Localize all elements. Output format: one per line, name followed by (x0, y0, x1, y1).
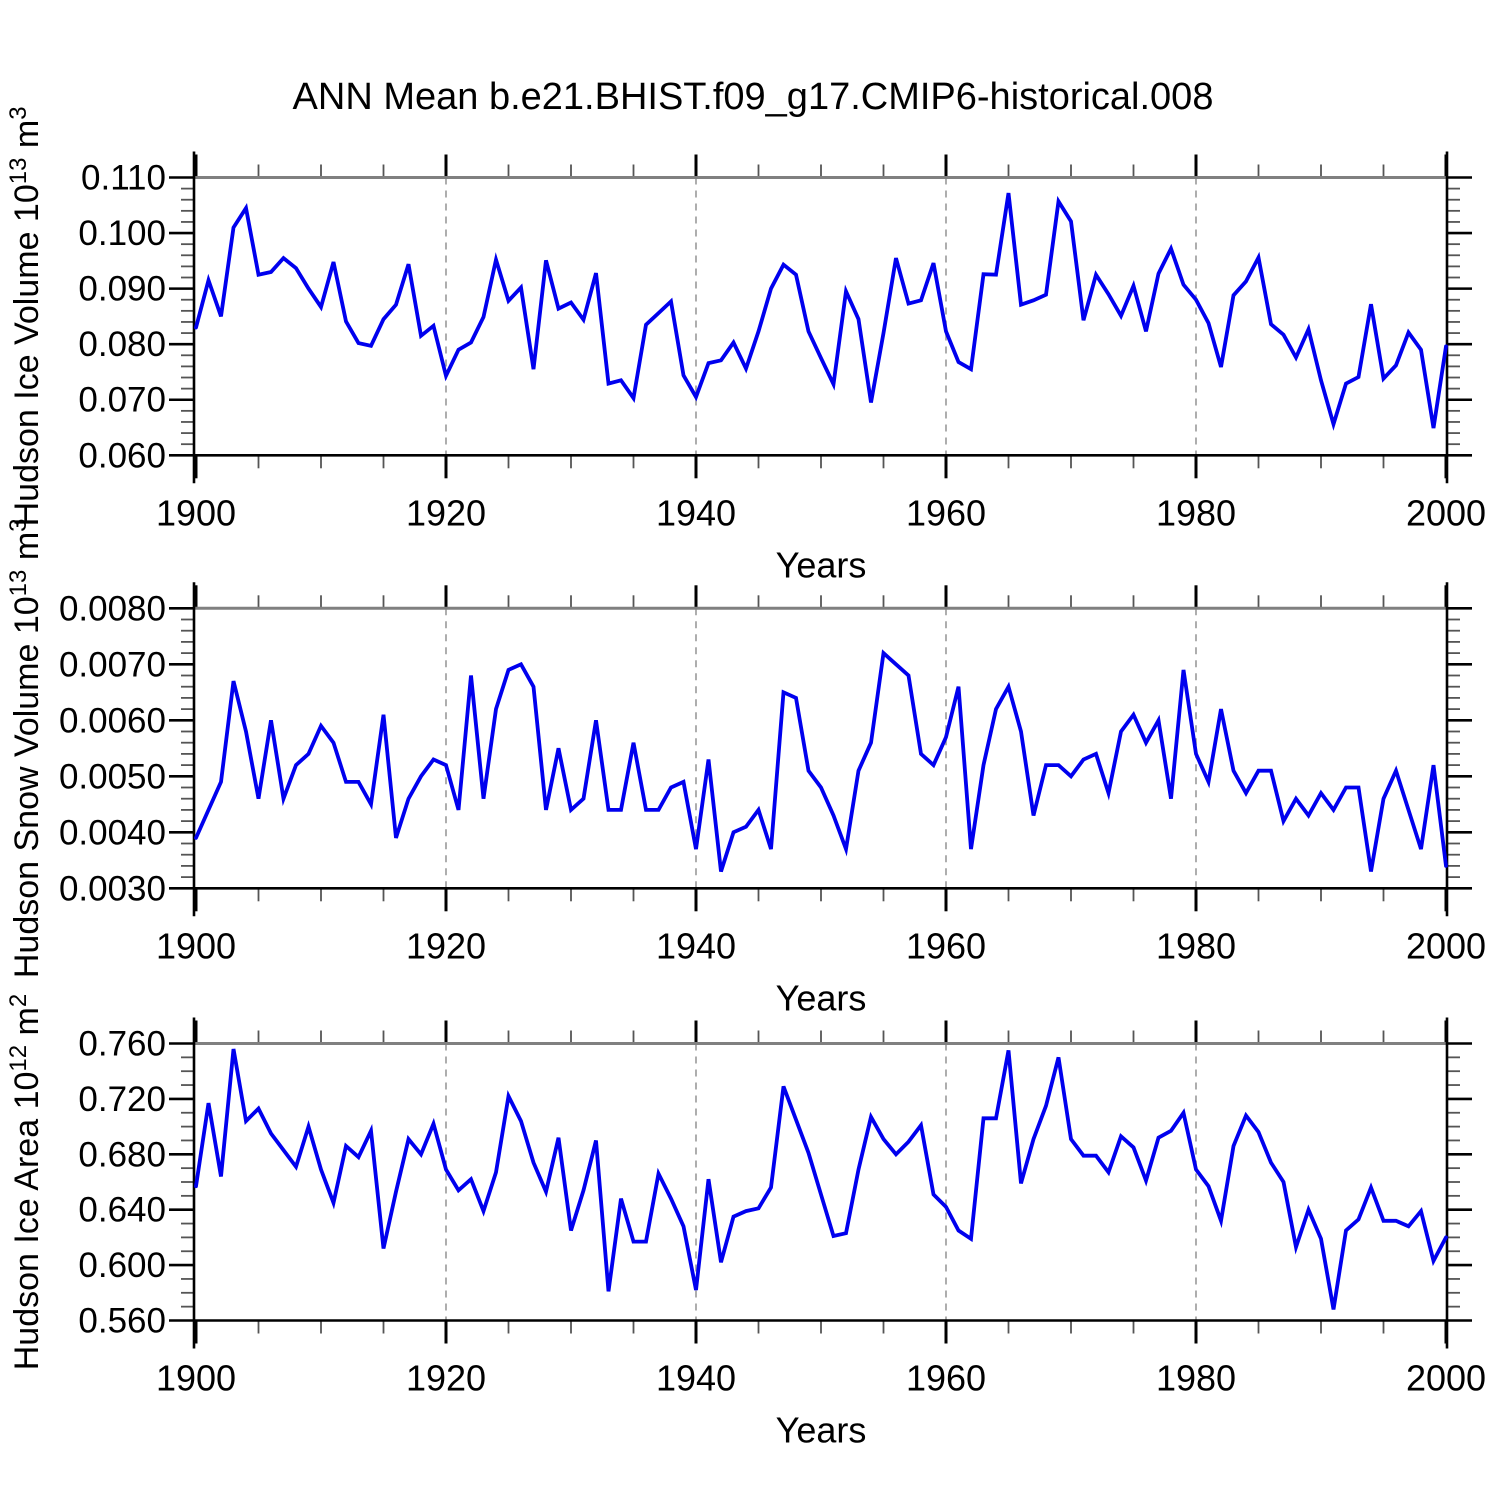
svg-text:1920: 1920 (406, 492, 486, 533)
svg-text:0.0080: 0.0080 (59, 589, 166, 628)
svg-text:2000: 2000 (1406, 1358, 1486, 1399)
chart-title: ANN Mean b.e21.BHIST.f09_g17.CMIP6-histo… (292, 76, 1214, 118)
svg-text:1960: 1960 (906, 925, 986, 966)
svg-text:1980: 1980 (1156, 1358, 1236, 1399)
svg-text:1980: 1980 (1156, 925, 1236, 966)
svg-text:1900: 1900 (156, 492, 236, 533)
chart-0: 0.060 0.070 0.080 0.090 0.100 0.110 1900 1920 19… (5, 106, 1486, 585)
svg-text:Years: Years (776, 544, 867, 585)
svg-text:0.0070: 0.0070 (59, 645, 166, 684)
svg-text:0.640: 0.640 (78, 1191, 166, 1230)
svg-text:0.0030: 0.0030 (59, 869, 166, 908)
svg-text:0.060: 0.060 (78, 436, 166, 475)
data-line-0 (194, 192, 1448, 431)
svg-text:0.560: 0.560 (78, 1302, 166, 1341)
svg-text:0.090: 0.090 (78, 270, 166, 309)
svg-text:2000: 2000 (1406, 492, 1486, 533)
svg-text:1940: 1940 (656, 492, 736, 533)
svg-text:0.070: 0.070 (78, 381, 166, 420)
svg-text:0.100: 0.100 (78, 214, 166, 253)
svg-text:1920: 1920 (406, 925, 486, 966)
svg-text:1980: 1980 (1156, 492, 1236, 533)
svg-text:1900: 1900 (156, 925, 236, 966)
svg-text:0.110: 0.110 (81, 159, 166, 198)
chart-1: 0.0030 0.0040 0.0050 0.0060 0.0070 0.0080 1900… (5, 518, 1486, 1018)
y-axis-label: Hudson Snow Volume 1013 m3 (5, 518, 46, 978)
svg-text:Years: Years (776, 977, 867, 1018)
svg-text:1920: 1920 (406, 1358, 486, 1399)
svg-text:1960: 1960 (906, 492, 986, 533)
chart-2: 0.560 0.600 0.640 0.680 0.720 0.760 1900 1920 19… (5, 994, 1486, 1451)
data-line-1 (194, 649, 1448, 873)
svg-text:1960: 1960 (906, 1358, 986, 1399)
svg-text:0.600: 0.600 (78, 1246, 166, 1285)
data-line-2 (194, 1048, 1448, 1310)
svg-text:1900: 1900 (156, 1358, 236, 1399)
svg-text:0.080: 0.080 (78, 325, 166, 364)
y-axis-label: Hudson Ice Volume 1013 m3 (5, 106, 46, 526)
svg-text:Years: Years (776, 1410, 867, 1451)
y-axis-label: Hudson Ice Area 1012 m2 (5, 994, 46, 1371)
svg-text:0.680: 0.680 (78, 1135, 166, 1174)
svg-text:0.0040: 0.0040 (59, 813, 166, 852)
svg-text:0.760: 0.760 (78, 1025, 166, 1064)
svg-text:0.0050: 0.0050 (59, 757, 166, 796)
svg-text:1940: 1940 (656, 925, 736, 966)
svg-text:2000: 2000 (1406, 925, 1486, 966)
svg-text:1940: 1940 (656, 1358, 736, 1399)
svg-text:0.0060: 0.0060 (59, 701, 166, 740)
svg-text:0.720: 0.720 (78, 1080, 166, 1119)
